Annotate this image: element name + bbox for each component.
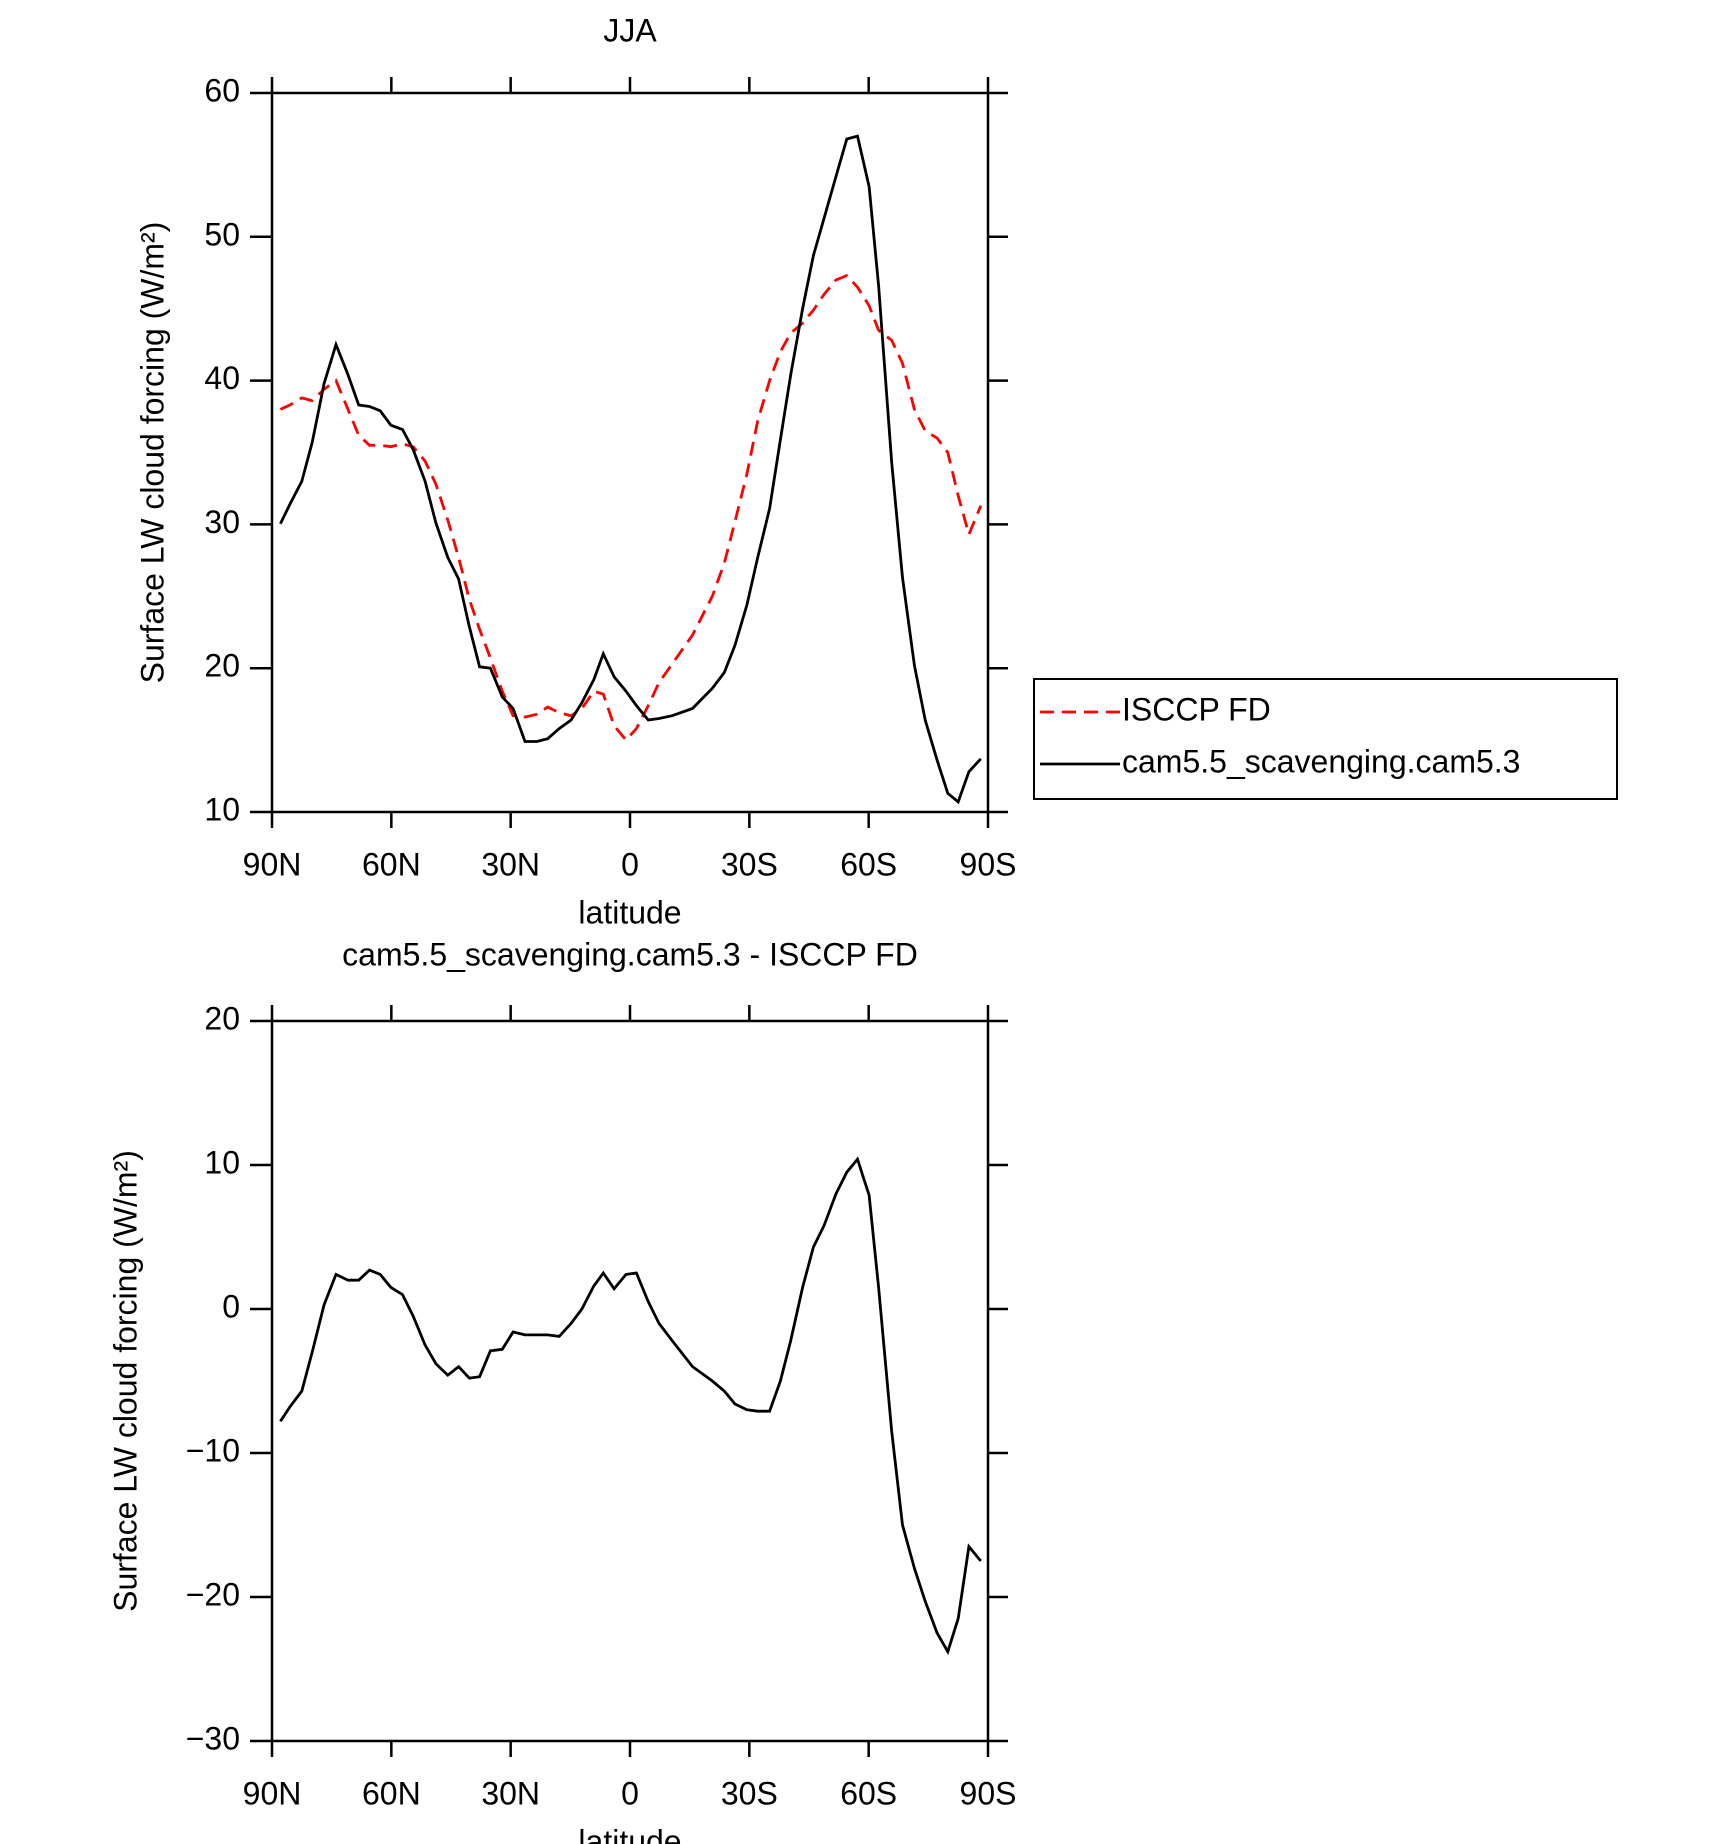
y-tick-label: 10 <box>204 791 240 827</box>
x-tick-label: 90N <box>243 1775 302 1811</box>
chart-title: cam5.5_scavenging.cam5.3 - ISCCP FD <box>342 936 918 972</box>
x-axis-label: latitude <box>578 894 681 930</box>
y-tick-label: 20 <box>204 1000 240 1036</box>
x-tick-label: 60S <box>840 846 897 882</box>
y-tick-label: 40 <box>204 360 240 396</box>
x-tick-label: 60N <box>362 846 421 882</box>
y-tick-label: −20 <box>186 1576 240 1612</box>
x-tick-label: 90S <box>960 1775 1017 1811</box>
plot-frame <box>270 91 990 814</box>
x-axis-label: latitude <box>578 1823 681 1844</box>
x-tick-label: 30S <box>721 846 778 882</box>
x-tick-label: 90N <box>243 846 302 882</box>
y-axis-label: Surface LW cloud forcing (W/m²) <box>134 222 170 684</box>
y-tick-label: −10 <box>186 1432 240 1468</box>
x-tick-label: 90S <box>960 846 1017 882</box>
y-tick-label: 50 <box>204 216 240 252</box>
y-tick-label: 10 <box>204 1144 240 1180</box>
x-tick-label: 30S <box>721 1775 778 1811</box>
y-axis-label: Surface LW cloud forcing (W/m²) <box>107 1150 143 1612</box>
x-tick-label: 30N <box>481 846 540 882</box>
x-tick-label: 0 <box>621 1775 639 1811</box>
y-tick-label: 30 <box>204 504 240 540</box>
plot-frame <box>270 1019 990 1743</box>
y-tick-label: 0 <box>222 1288 240 1324</box>
legend-box <box>1033 678 1618 800</box>
series-line <box>279 134 982 805</box>
legend-label: ISCCP FD <box>1122 691 1271 727</box>
y-tick-label: 60 <box>204 72 240 108</box>
y-tick-label: 20 <box>204 648 240 684</box>
x-tick-label: 60S <box>840 1775 897 1811</box>
legend-label: cam5.5_scavenging.cam5.3 <box>1122 743 1520 779</box>
series-line <box>279 273 983 743</box>
y-tick-label: −30 <box>186 1720 240 1756</box>
chart-title: JJA <box>603 12 657 48</box>
x-tick-label: 30N <box>481 1775 540 1811</box>
x-tick-label: 60N <box>362 1775 421 1811</box>
series-line <box>279 1156 982 1656</box>
x-tick-label: 0 <box>621 846 639 882</box>
